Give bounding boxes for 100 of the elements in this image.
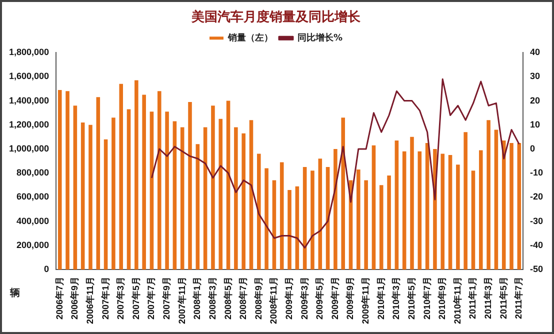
- y-tick-label: 1,200,000: [8, 119, 50, 130]
- bar: [372, 145, 376, 270]
- bar: [226, 100, 230, 270]
- bar: [464, 132, 468, 270]
- x-tick-label: 2006年9月: [70, 276, 80, 320]
- y2-tick-label: 0: [530, 143, 536, 154]
- bar: [356, 169, 360, 270]
- y2-tick-label: -30: [530, 216, 544, 226]
- y2-tick-label: -10: [530, 168, 544, 178]
- bar: [142, 94, 146, 270]
- x-tick-label: 2010年7月: [422, 276, 432, 320]
- x-tick-label: 2011年5月: [498, 276, 508, 319]
- x-tick-label: 2007年3月: [116, 276, 126, 320]
- x-tick-label: 2007年1月: [100, 276, 110, 320]
- x-tick-label: 2010年1月: [376, 276, 386, 320]
- bar: [402, 151, 406, 270]
- x-tick-label: 2009年9月: [345, 276, 356, 320]
- chart-title: 美国汽车月度销量及同比增长: [190, 9, 362, 26]
- bar: [394, 140, 399, 270]
- x-tick-label: 2008年5月: [222, 276, 233, 320]
- x-tick-label: 2011年1月: [468, 276, 478, 319]
- bar: [448, 155, 452, 270]
- y-axis-title: 辆: [10, 286, 20, 300]
- y2-tick-label: 30: [530, 71, 540, 82]
- bar: [73, 106, 78, 270]
- x-tick-label: 2010年3月: [391, 276, 402, 320]
- y-tick-label: 1,600,000: [8, 71, 50, 82]
- x-tick-label: 2009年1月: [284, 276, 294, 320]
- bar: [88, 124, 92, 270]
- bar: [165, 112, 169, 270]
- bar: [172, 121, 177, 270]
- bar: [486, 120, 490, 270]
- y2-tick-label: -20: [530, 192, 544, 202]
- bar: [96, 97, 100, 270]
- y2-tick-label: -50: [530, 264, 544, 274]
- bar: [119, 84, 123, 270]
- x-tick-label: 2007年9月: [162, 276, 172, 320]
- bar: [334, 148, 338, 270]
- bar: [80, 122, 85, 270]
- bar: [242, 133, 246, 270]
- bar: [150, 112, 154, 270]
- x-tick-label: 2006年7月: [54, 276, 64, 320]
- bar: [196, 144, 200, 270]
- x-tick-label: 2008年11月: [268, 276, 279, 324]
- bar: [180, 127, 184, 270]
- y-tick-label: 600,000: [16, 192, 50, 202]
- bar: [112, 118, 116, 270]
- bar: [295, 186, 300, 270]
- y-tick-label: 800,000: [16, 168, 50, 178]
- bar: [425, 142, 430, 270]
- x-tick-label: 2009年7月: [330, 276, 340, 320]
- bar: [264, 168, 268, 270]
- bar: [58, 90, 62, 270]
- y2-tick-label: 40: [530, 47, 540, 58]
- bar: [302, 167, 307, 270]
- legend-label: 同比增长%: [297, 32, 343, 44]
- x-tick-label: 2007年5月: [130, 276, 141, 320]
- y2-tick-label: -40: [530, 240, 544, 250]
- x-tick-label: 2008年3月: [207, 276, 218, 320]
- y-tick-label: 0: [44, 264, 50, 274]
- bar: [440, 154, 445, 270]
- bar: [280, 162, 284, 270]
- x-tick-label: 2009年11月: [360, 276, 371, 324]
- bar: [157, 91, 162, 270]
- bar: [510, 142, 514, 270]
- bar: [517, 142, 522, 270]
- bar: [104, 139, 108, 270]
- y-tick-label: 400,000: [16, 216, 50, 226]
- x-tick-label: 2010年9月: [437, 276, 448, 320]
- x-tick-label: 2011年3月: [483, 276, 494, 319]
- bar: [126, 109, 131, 270]
- bar: [364, 180, 368, 270]
- bar: [188, 102, 192, 270]
- y-tick-label: 200,000: [16, 240, 50, 250]
- x-tick-label: 2008年1月: [192, 276, 202, 320]
- bar: [211, 106, 215, 270]
- legend-label: 销量（左）: [226, 32, 273, 44]
- x-tick-label: 2008年9月: [253, 276, 264, 320]
- x-tick-label: 2008年7月: [238, 276, 248, 320]
- bar: [478, 150, 483, 270]
- x-tick-label: 2011年7月: [514, 276, 524, 319]
- bar: [257, 154, 261, 270]
- y-tick-label: 1,800,000: [8, 47, 50, 58]
- x-tick-label: 2007年7月: [146, 276, 156, 320]
- bar: [310, 170, 314, 270]
- bar: [318, 158, 322, 270]
- bar: [249, 120, 254, 270]
- y-tick-label: 1,000,000: [8, 143, 50, 154]
- y2-tick-label: 10: [530, 119, 540, 130]
- bar: [66, 91, 70, 270]
- x-tick-label: 2006年11月: [84, 276, 95, 324]
- bar: [234, 127, 238, 270]
- bar: [471, 170, 476, 270]
- x-tick-label: 2009年3月: [299, 276, 310, 320]
- bar: [456, 164, 460, 270]
- bar: [410, 136, 414, 270]
- y2-tick-label: 20: [530, 95, 540, 106]
- bar: [218, 118, 223, 270]
- y-tick-label: 1,400,000: [8, 95, 50, 106]
- bar: [418, 151, 422, 270]
